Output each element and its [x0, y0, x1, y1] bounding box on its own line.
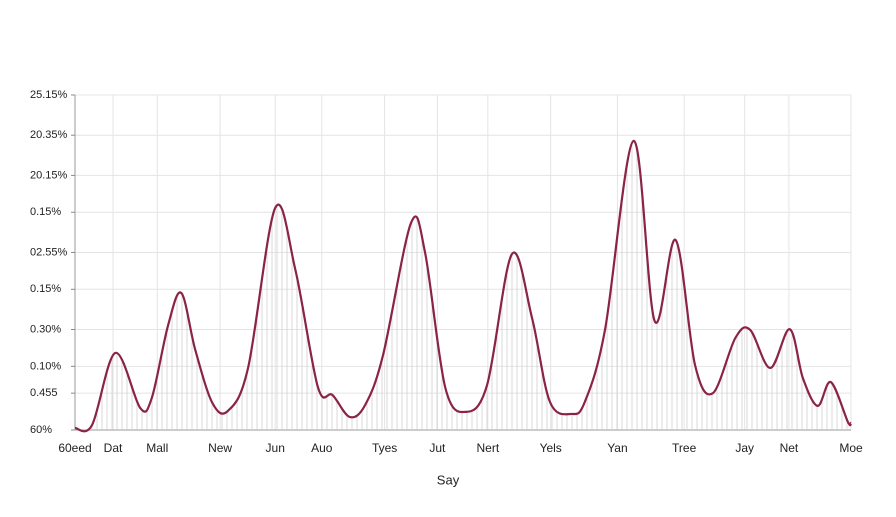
y-tick-label: 0.15% — [30, 283, 61, 295]
y-tick-label: 20.35% — [30, 129, 68, 141]
x-tick-label: Yels — [540, 441, 562, 455]
y-tick-label: 20.15% — [30, 169, 68, 181]
x-tick-label: Yan — [607, 441, 627, 455]
y-tick-label: 25.15% — [30, 89, 68, 101]
x-tick-label: Jun — [266, 441, 285, 455]
area-hatch — [75, 140, 851, 432]
x-tick-label: 60eed — [58, 441, 91, 455]
y-tick-label: 0.30% — [30, 323, 61, 335]
x-tick-label: Jay — [735, 441, 754, 455]
x-tick-label: Tyes — [372, 441, 397, 455]
x-tick-label: Jut — [429, 441, 446, 455]
x-tick-label: Tree — [672, 441, 697, 455]
y-tick-label: 0.10% — [30, 360, 61, 372]
x-tick-label: Net — [780, 441, 799, 455]
x-tick-label: Dat — [104, 441, 123, 455]
y-tick-label: 0.455 — [30, 387, 58, 399]
x-tick-label: New — [208, 441, 232, 455]
y-tick-label: 0.15% — [30, 206, 61, 218]
x-tick-label: Moe — [839, 441, 863, 455]
x-axis-label: Say — [437, 472, 460, 487]
y-tick-label: 02.55% — [30, 246, 68, 258]
y-tick-label: 60% — [30, 424, 52, 436]
x-tick-label: Mall — [146, 441, 168, 455]
x-tick-label: Auo — [311, 441, 333, 455]
line — [74, 139, 853, 433]
x-tick-label: Nert — [476, 441, 499, 455]
